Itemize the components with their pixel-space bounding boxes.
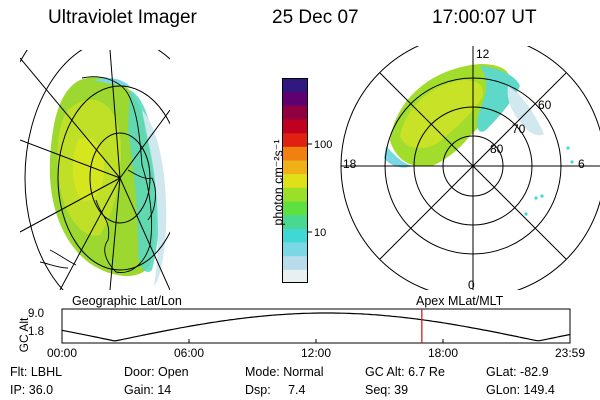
ip-info: IP: 36.0 bbox=[10, 383, 54, 397]
lat-label-80: 80 bbox=[490, 142, 504, 156]
colorbar-swatch bbox=[282, 119, 308, 134]
geographic-label: Geographic Lat/Lon bbox=[72, 294, 182, 308]
mlt-label-18: 18 bbox=[343, 157, 357, 171]
colorbar-swatch bbox=[282, 160, 308, 175]
altitude-curve bbox=[61, 312, 571, 342]
mlt-label-12: 12 bbox=[476, 47, 490, 61]
apex-label: Apex MLat/MLT bbox=[416, 294, 504, 308]
colorbar-swatch bbox=[282, 255, 308, 270]
glon-info: GLon: 149.4 bbox=[486, 383, 555, 397]
mlt-label-6: 6 bbox=[578, 157, 585, 171]
mode-info: Mode: Normal bbox=[245, 365, 324, 379]
seq-info: Seq: 39 bbox=[365, 383, 409, 397]
colorbar-ticks: 100 10 bbox=[308, 139, 332, 239]
colorbar-swatch bbox=[282, 269, 308, 283]
colorbar-swatch bbox=[282, 242, 308, 257]
altitude-timeline: GC Alt 9.0 1.8 00:00 06:00 12:00 18:00 23:59 bbox=[17, 308, 585, 360]
door-info: Door: Open bbox=[124, 365, 189, 379]
gc-alt-info: GC Alt: 6.7 Re bbox=[365, 365, 445, 379]
lat-label-60: 60 bbox=[538, 98, 552, 112]
colorbar-swatch bbox=[282, 91, 308, 106]
instrument-title: Ultraviolet Imager bbox=[48, 7, 197, 28]
colorbar-border bbox=[282, 78, 308, 283]
polar-plot: 12 18 6 0 60 70 80 bbox=[340, 46, 600, 290]
colorbar-unit-label: photon cm⁻²s⁻¹ bbox=[271, 139, 286, 226]
dsp-info: Dsp: 7.4 bbox=[245, 383, 306, 397]
colorbar-swatch bbox=[282, 214, 308, 229]
colorbar-tick-label: 10 bbox=[314, 227, 326, 239]
time-label: 17:00:07 UT bbox=[432, 7, 537, 28]
colorbar-swatch bbox=[282, 146, 308, 161]
colorbar-tick-label: 100 bbox=[314, 139, 332, 151]
colorbar-swatch bbox=[282, 173, 308, 188]
colorbar-swatch bbox=[282, 105, 308, 120]
x-tick-label: 18:00 bbox=[428, 346, 458, 360]
colorbar bbox=[282, 78, 308, 283]
colorbar-swatch bbox=[282, 132, 308, 147]
date-label: 25 Dec 07 bbox=[272, 7, 359, 28]
colorbar-swatch bbox=[282, 228, 308, 243]
lat-label-70: 70 bbox=[512, 122, 526, 136]
geographic-map-image bbox=[20, 50, 170, 290]
gc-alt-axis-label: GC Alt bbox=[17, 317, 31, 352]
gain-info: Gain: 14 bbox=[124, 383, 172, 397]
glat-info: GLat: -82.9 bbox=[486, 365, 549, 379]
x-tick-label: 12:00 bbox=[301, 346, 331, 360]
colorbar-swatch bbox=[282, 187, 308, 202]
mlt-label-0: 0 bbox=[468, 278, 475, 290]
x-tick-label: 23:59 bbox=[555, 346, 585, 360]
filter-info: Flt: LBHL bbox=[10, 365, 63, 379]
colorbar-swatch bbox=[282, 201, 308, 216]
y-tick-label: 1.8 bbox=[28, 326, 44, 338]
x-tick-label: 00:00 bbox=[47, 346, 77, 360]
x-tick-label: 06:00 bbox=[174, 346, 204, 360]
y-tick-label: 9.0 bbox=[28, 308, 44, 320]
colorbar-swatch bbox=[282, 78, 308, 93]
